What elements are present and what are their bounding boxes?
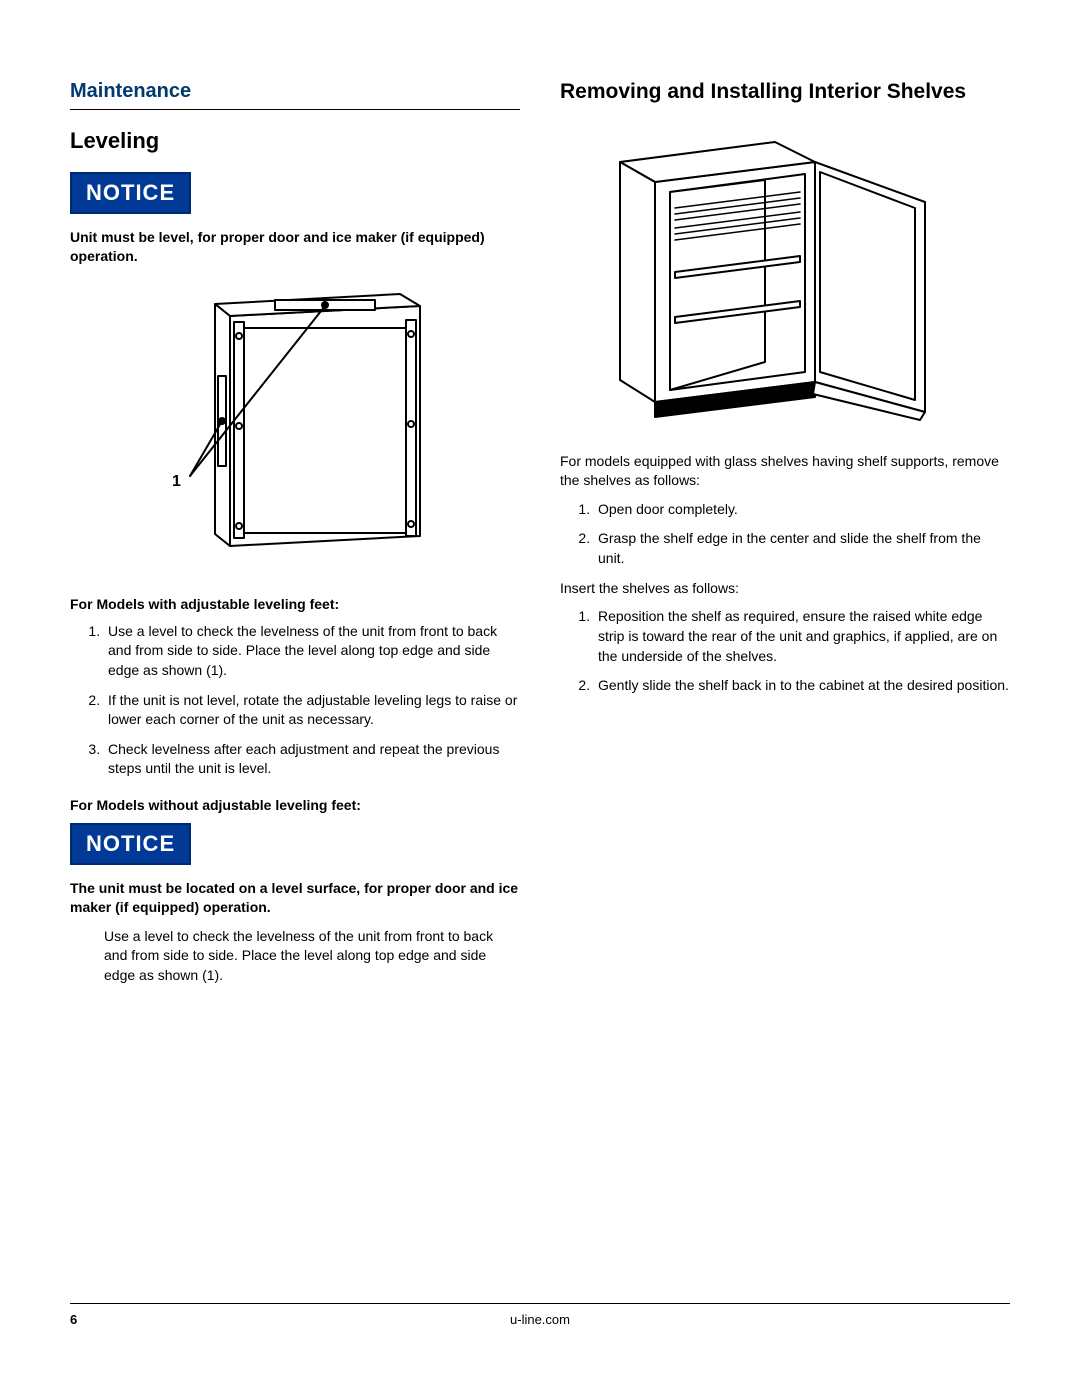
level-surface-instruction: Use a level to check the levelness of th… — [104, 927, 520, 986]
figure-shelves-diagram — [595, 122, 975, 432]
step-item: Reposition the shelf as required, ensure… — [594, 607, 1010, 666]
subhead-with-feet: For Models with adjustable leveling feet… — [70, 596, 520, 612]
step-item: Gently slide the shelf back in to the ca… — [594, 676, 1010, 696]
notice-badge-2: NOTICE — [70, 823, 191, 865]
right-column: Removing and Installing Interior Shelves — [560, 80, 1010, 996]
figure-leveling-diagram: 1 — [130, 276, 460, 576]
insert-shelf-steps: Reposition the shelf as required, ensure… — [560, 607, 1010, 695]
step-item: Check levelness after each adjustment an… — [104, 740, 520, 779]
subhead-without-feet: For Models without adjustable leveling f… — [70, 797, 520, 813]
step-item: Use a level to check the levelness of th… — [104, 622, 520, 681]
notice-badge-1: NOTICE — [70, 172, 191, 214]
left-column: Maintenance Leveling NOTICE Unit must be… — [70, 80, 520, 996]
shelves-intro: For models equipped with glass shelves h… — [560, 452, 1010, 490]
heading-leveling: Leveling — [70, 128, 520, 154]
footer-url: u-line.com — [70, 1312, 1010, 1327]
figure-callout-1: 1 — [172, 473, 181, 490]
step-item: Open door completely. — [594, 500, 1010, 520]
notice-1-text: Unit must be level, for proper door and … — [70, 228, 520, 266]
step-item: If the unit is not level, rotate the adj… — [104, 691, 520, 730]
heading-shelves: Removing and Installing Interior Shelves — [560, 80, 1010, 104]
notice-2-text: The unit must be located on a level surf… — [70, 879, 520, 917]
page-footer: 6 u-line.com — [70, 1303, 1010, 1327]
section-heading-maintenance: Maintenance — [70, 80, 520, 110]
two-column-layout: Maintenance Leveling NOTICE Unit must be… — [70, 80, 1010, 996]
leveling-steps-with-feet: Use a level to check the levelness of th… — [70, 622, 520, 779]
remove-shelf-steps: Open door completely. Grasp the shelf ed… — [560, 500, 1010, 569]
insert-lead: Insert the shelves as follows: — [560, 579, 1010, 598]
step-item: Grasp the shelf edge in the center and s… — [594, 529, 1010, 568]
page: Maintenance Leveling NOTICE Unit must be… — [0, 0, 1080, 1397]
